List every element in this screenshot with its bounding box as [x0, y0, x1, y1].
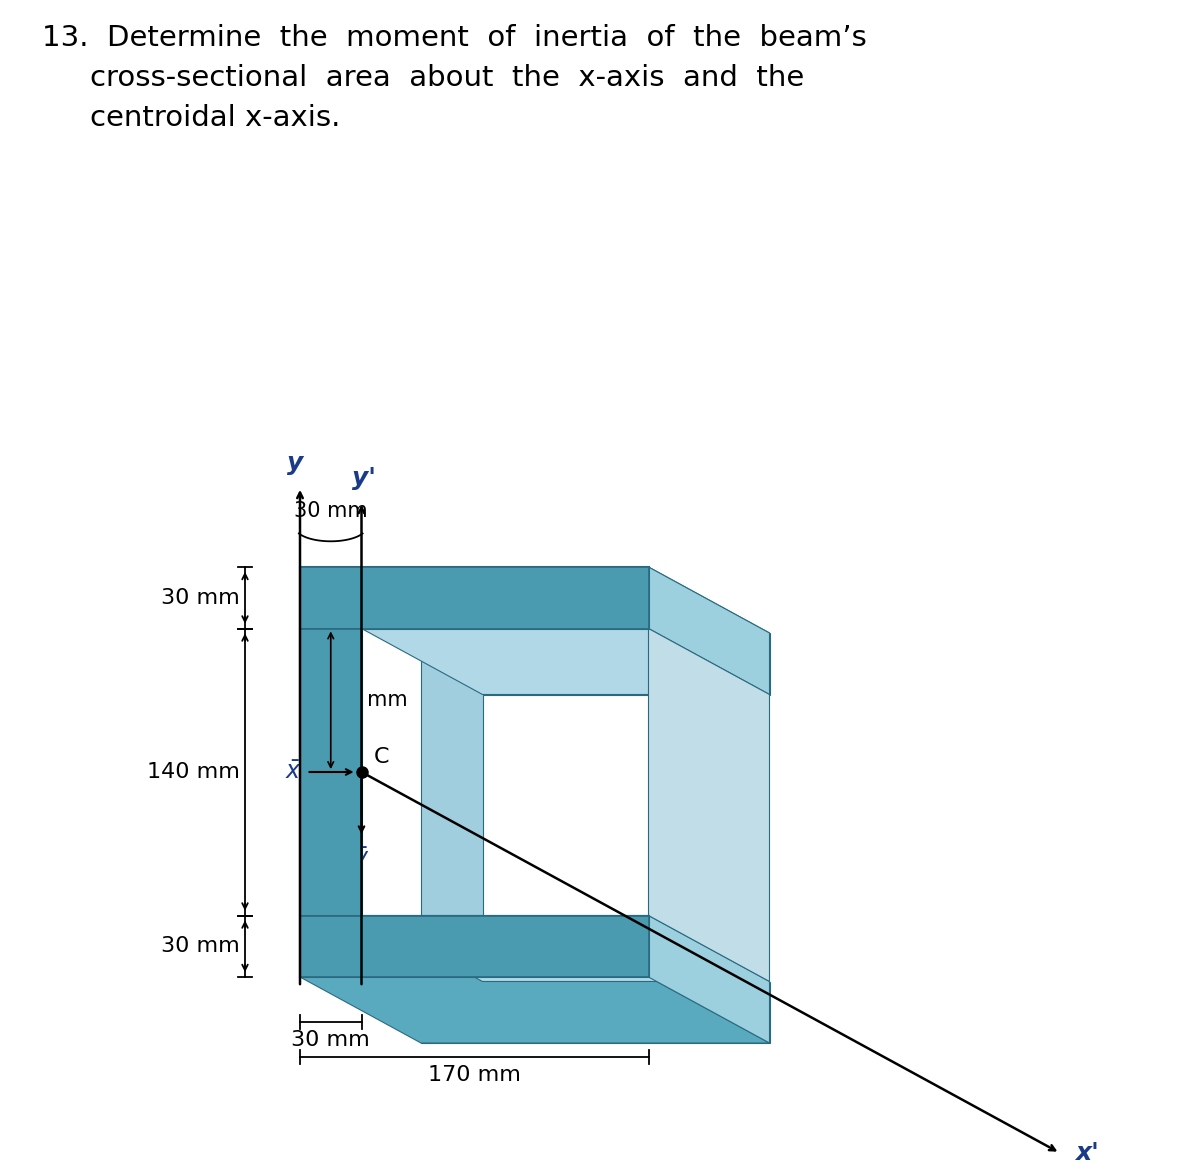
Text: cross-sectional  area  about  the  x-axis  and  the: cross-sectional area about the x-axis an… [90, 64, 804, 91]
Text: 30 mm: 30 mm [161, 936, 240, 956]
Polygon shape [648, 567, 769, 695]
Polygon shape [300, 567, 769, 633]
Text: x': x' [1075, 1142, 1099, 1165]
Polygon shape [361, 915, 769, 981]
Text: $\bar{x}$: $\bar{x}$ [284, 759, 301, 784]
Polygon shape [421, 633, 769, 1043]
Polygon shape [300, 628, 361, 915]
Polygon shape [361, 628, 769, 695]
Polygon shape [300, 977, 769, 1043]
Text: centroidal x-axis.: centroidal x-axis. [90, 104, 341, 132]
Text: C: C [373, 747, 389, 766]
Text: 30 mm: 30 mm [294, 502, 367, 522]
Polygon shape [648, 915, 769, 1043]
Text: y': y' [352, 466, 376, 490]
Text: 30 mm: 30 mm [292, 1030, 370, 1050]
Polygon shape [300, 567, 648, 977]
Text: 70 mm: 70 mm [334, 690, 407, 710]
Text: 170 mm: 170 mm [428, 1065, 521, 1085]
Text: 140 mm: 140 mm [148, 762, 240, 782]
Text: $\bar{y}$: $\bar{y}$ [353, 845, 370, 873]
Polygon shape [300, 915, 648, 977]
Text: y: y [287, 451, 304, 475]
Polygon shape [300, 567, 648, 628]
Polygon shape [648, 628, 769, 981]
Text: 13.  Determine  the  moment  of  inertia  of  the  beam’s: 13. Determine the moment of inertia of t… [42, 23, 866, 52]
Text: 30 mm: 30 mm [161, 587, 240, 608]
